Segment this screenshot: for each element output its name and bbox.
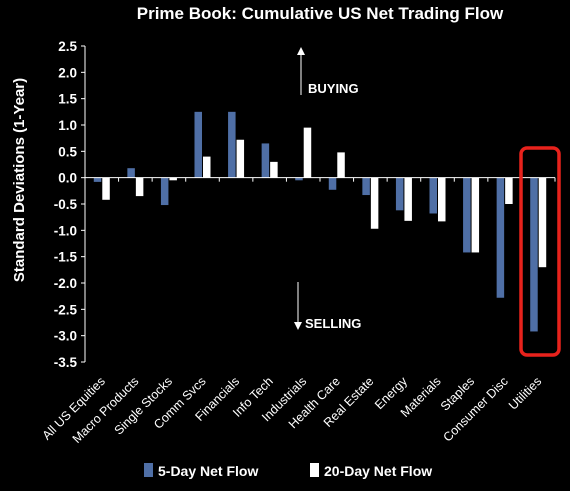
bar-20-day xyxy=(270,161,278,178)
bar-5-day xyxy=(429,177,437,214)
y-tick-label: 2.5 xyxy=(58,39,77,54)
category-label: Utilities xyxy=(506,374,544,412)
bar-5-day xyxy=(295,177,303,181)
y-tick-label: 0.0 xyxy=(58,171,77,186)
bar-5-day xyxy=(261,143,270,178)
bar-20-day xyxy=(505,177,513,204)
bar-20-day xyxy=(438,177,446,222)
legend: 5-Day Net Flow 20-Day Net Flow xyxy=(144,463,432,479)
y-tick-label: -2.0 xyxy=(54,276,77,291)
bar-5-day xyxy=(160,177,169,206)
chart-title: Prime Book: Cumulative US Net Trading Fl… xyxy=(137,4,504,23)
bar-5-day xyxy=(463,177,471,253)
y-tick-label: 1.5 xyxy=(58,92,77,107)
y-tick-label: -0.5 xyxy=(54,197,78,212)
y-tick-label: -3.5 xyxy=(54,355,78,370)
bar-20-day xyxy=(135,177,144,197)
bar-5-day xyxy=(496,177,505,298)
y-tick-label: -3.0 xyxy=(54,329,77,344)
bar-5-day xyxy=(362,177,370,196)
y-tick-label: 2.0 xyxy=(58,65,77,80)
bar-20-day xyxy=(337,152,345,178)
bar-20-day xyxy=(203,156,211,178)
buying-label: BUYING xyxy=(308,81,359,96)
bar-20-day xyxy=(236,139,245,178)
legend-label-20-day: 20-Day Net Flow xyxy=(324,463,432,479)
bar-20-day xyxy=(303,127,312,178)
y-axis-label: Standard Deviations (1-Year) xyxy=(11,78,28,282)
legend-swatch-5-day xyxy=(144,463,153,477)
bar-20-day xyxy=(471,177,480,253)
selling-arrowhead-icon xyxy=(294,322,302,330)
bar-5-day xyxy=(530,177,538,332)
bar-5-day xyxy=(93,177,102,182)
y-tick-label: 0.5 xyxy=(58,144,77,159)
bar-5-day xyxy=(127,168,135,178)
y-tick-label: -2.5 xyxy=(54,302,78,317)
bar-20-day xyxy=(169,177,177,181)
legend-label-5-day: 5-Day Net Flow xyxy=(158,463,258,479)
selling-label: SELLING xyxy=(305,316,361,331)
bar-5-day xyxy=(328,177,337,190)
utilities-highlight-box xyxy=(519,146,561,357)
y-tick-label: -1.0 xyxy=(54,223,77,238)
bar-20-day xyxy=(538,177,547,268)
y-tick-label: 1.0 xyxy=(58,118,77,133)
legend-swatch-20-day xyxy=(310,463,319,477)
buying-arrowhead-icon xyxy=(297,47,305,55)
bar-5-day xyxy=(228,111,236,178)
bar-5-day xyxy=(395,177,404,211)
bar-20-day xyxy=(102,177,110,200)
bar-20-day xyxy=(370,177,379,229)
bar-5-day xyxy=(194,111,202,178)
y-tick-label: -1.5 xyxy=(54,250,78,265)
bar-20-day xyxy=(404,177,412,221)
